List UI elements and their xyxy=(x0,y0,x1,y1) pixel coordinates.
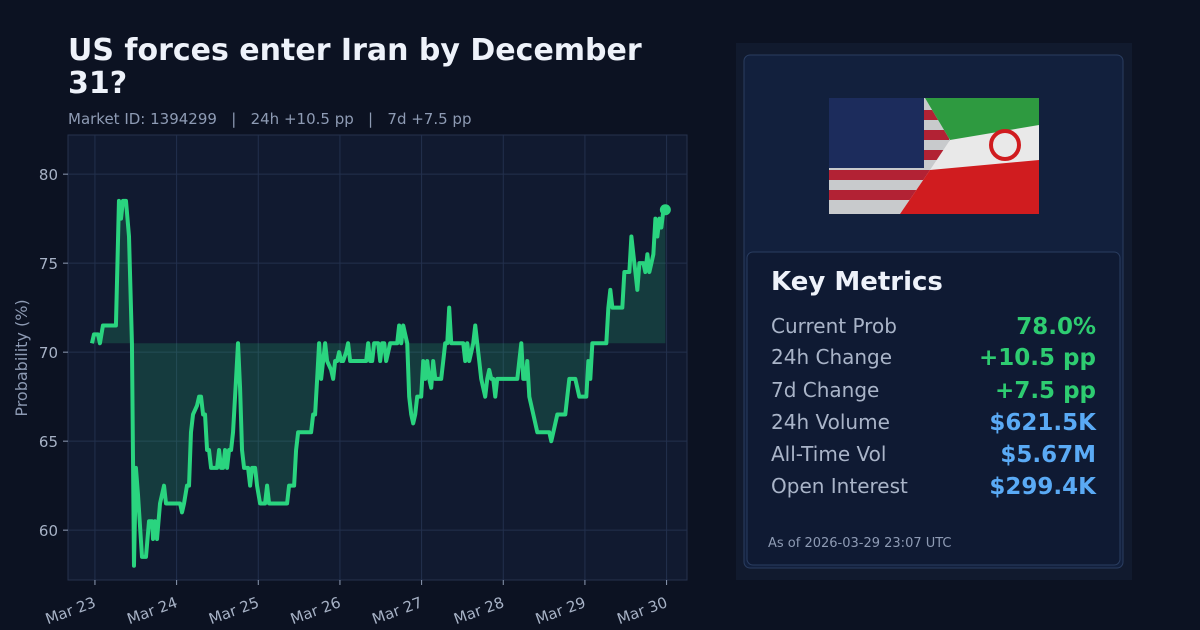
x-tick-label: Mar 30 xyxy=(615,593,670,628)
y-tick-label: 65 xyxy=(39,433,58,451)
metric-label: 24h Volume xyxy=(771,410,890,434)
side-panel: Key Metrics As of 2026-03-29 23:07 UTC C… xyxy=(736,43,1132,580)
last-point xyxy=(659,204,671,216)
metric-value: +7.5 pp xyxy=(995,378,1096,404)
x-tick-label: Mar 25 xyxy=(206,593,261,628)
y-tick-label: 60 xyxy=(39,522,58,540)
chart-subtitle: Market ID: 1394299 | 24h +10.5 pp | 7d +… xyxy=(68,110,471,128)
metric-label: All-Time Vol xyxy=(771,442,886,466)
metric-value: $5.67M xyxy=(1000,442,1096,468)
metric-value: 78.0% xyxy=(1016,314,1096,340)
metrics-heading: Key Metrics xyxy=(771,267,943,297)
x-tick-label: Mar 27 xyxy=(370,593,425,628)
plot-area xyxy=(67,134,688,581)
y-axis-label: Probability (%) xyxy=(12,299,31,416)
metric-value: +10.5 pp xyxy=(979,345,1096,371)
line xyxy=(89,198,666,568)
metric-label: Current Prob xyxy=(771,314,897,338)
metrics-card xyxy=(746,251,1121,566)
x-tick-label: Mar 24 xyxy=(125,593,180,628)
y-tick-label: 70 xyxy=(39,344,58,362)
metric-value: $621.5K xyxy=(989,410,1097,436)
flag-image xyxy=(829,98,1039,214)
metrics-footer: As of 2026-03-29 23:07 UTC xyxy=(768,536,952,551)
x-tick-label: Mar 23 xyxy=(43,593,98,628)
x-tick-label: Mar 29 xyxy=(533,593,588,628)
metric-label: 7d Change xyxy=(771,378,879,402)
y-tick-label: 75 xyxy=(39,255,58,273)
area-fill xyxy=(91,200,666,566)
metric-value: $299.4K xyxy=(989,474,1097,500)
metric-label: 24h Change xyxy=(771,345,892,369)
x-tick-label: Mar 26 xyxy=(288,593,343,628)
y-tick-label: 80 xyxy=(39,166,58,184)
x-tick-label: Mar 28 xyxy=(451,593,506,628)
metric-label: Open Interest xyxy=(771,474,908,498)
chart-title: US forces enter Iran by December 31? xyxy=(68,33,642,101)
